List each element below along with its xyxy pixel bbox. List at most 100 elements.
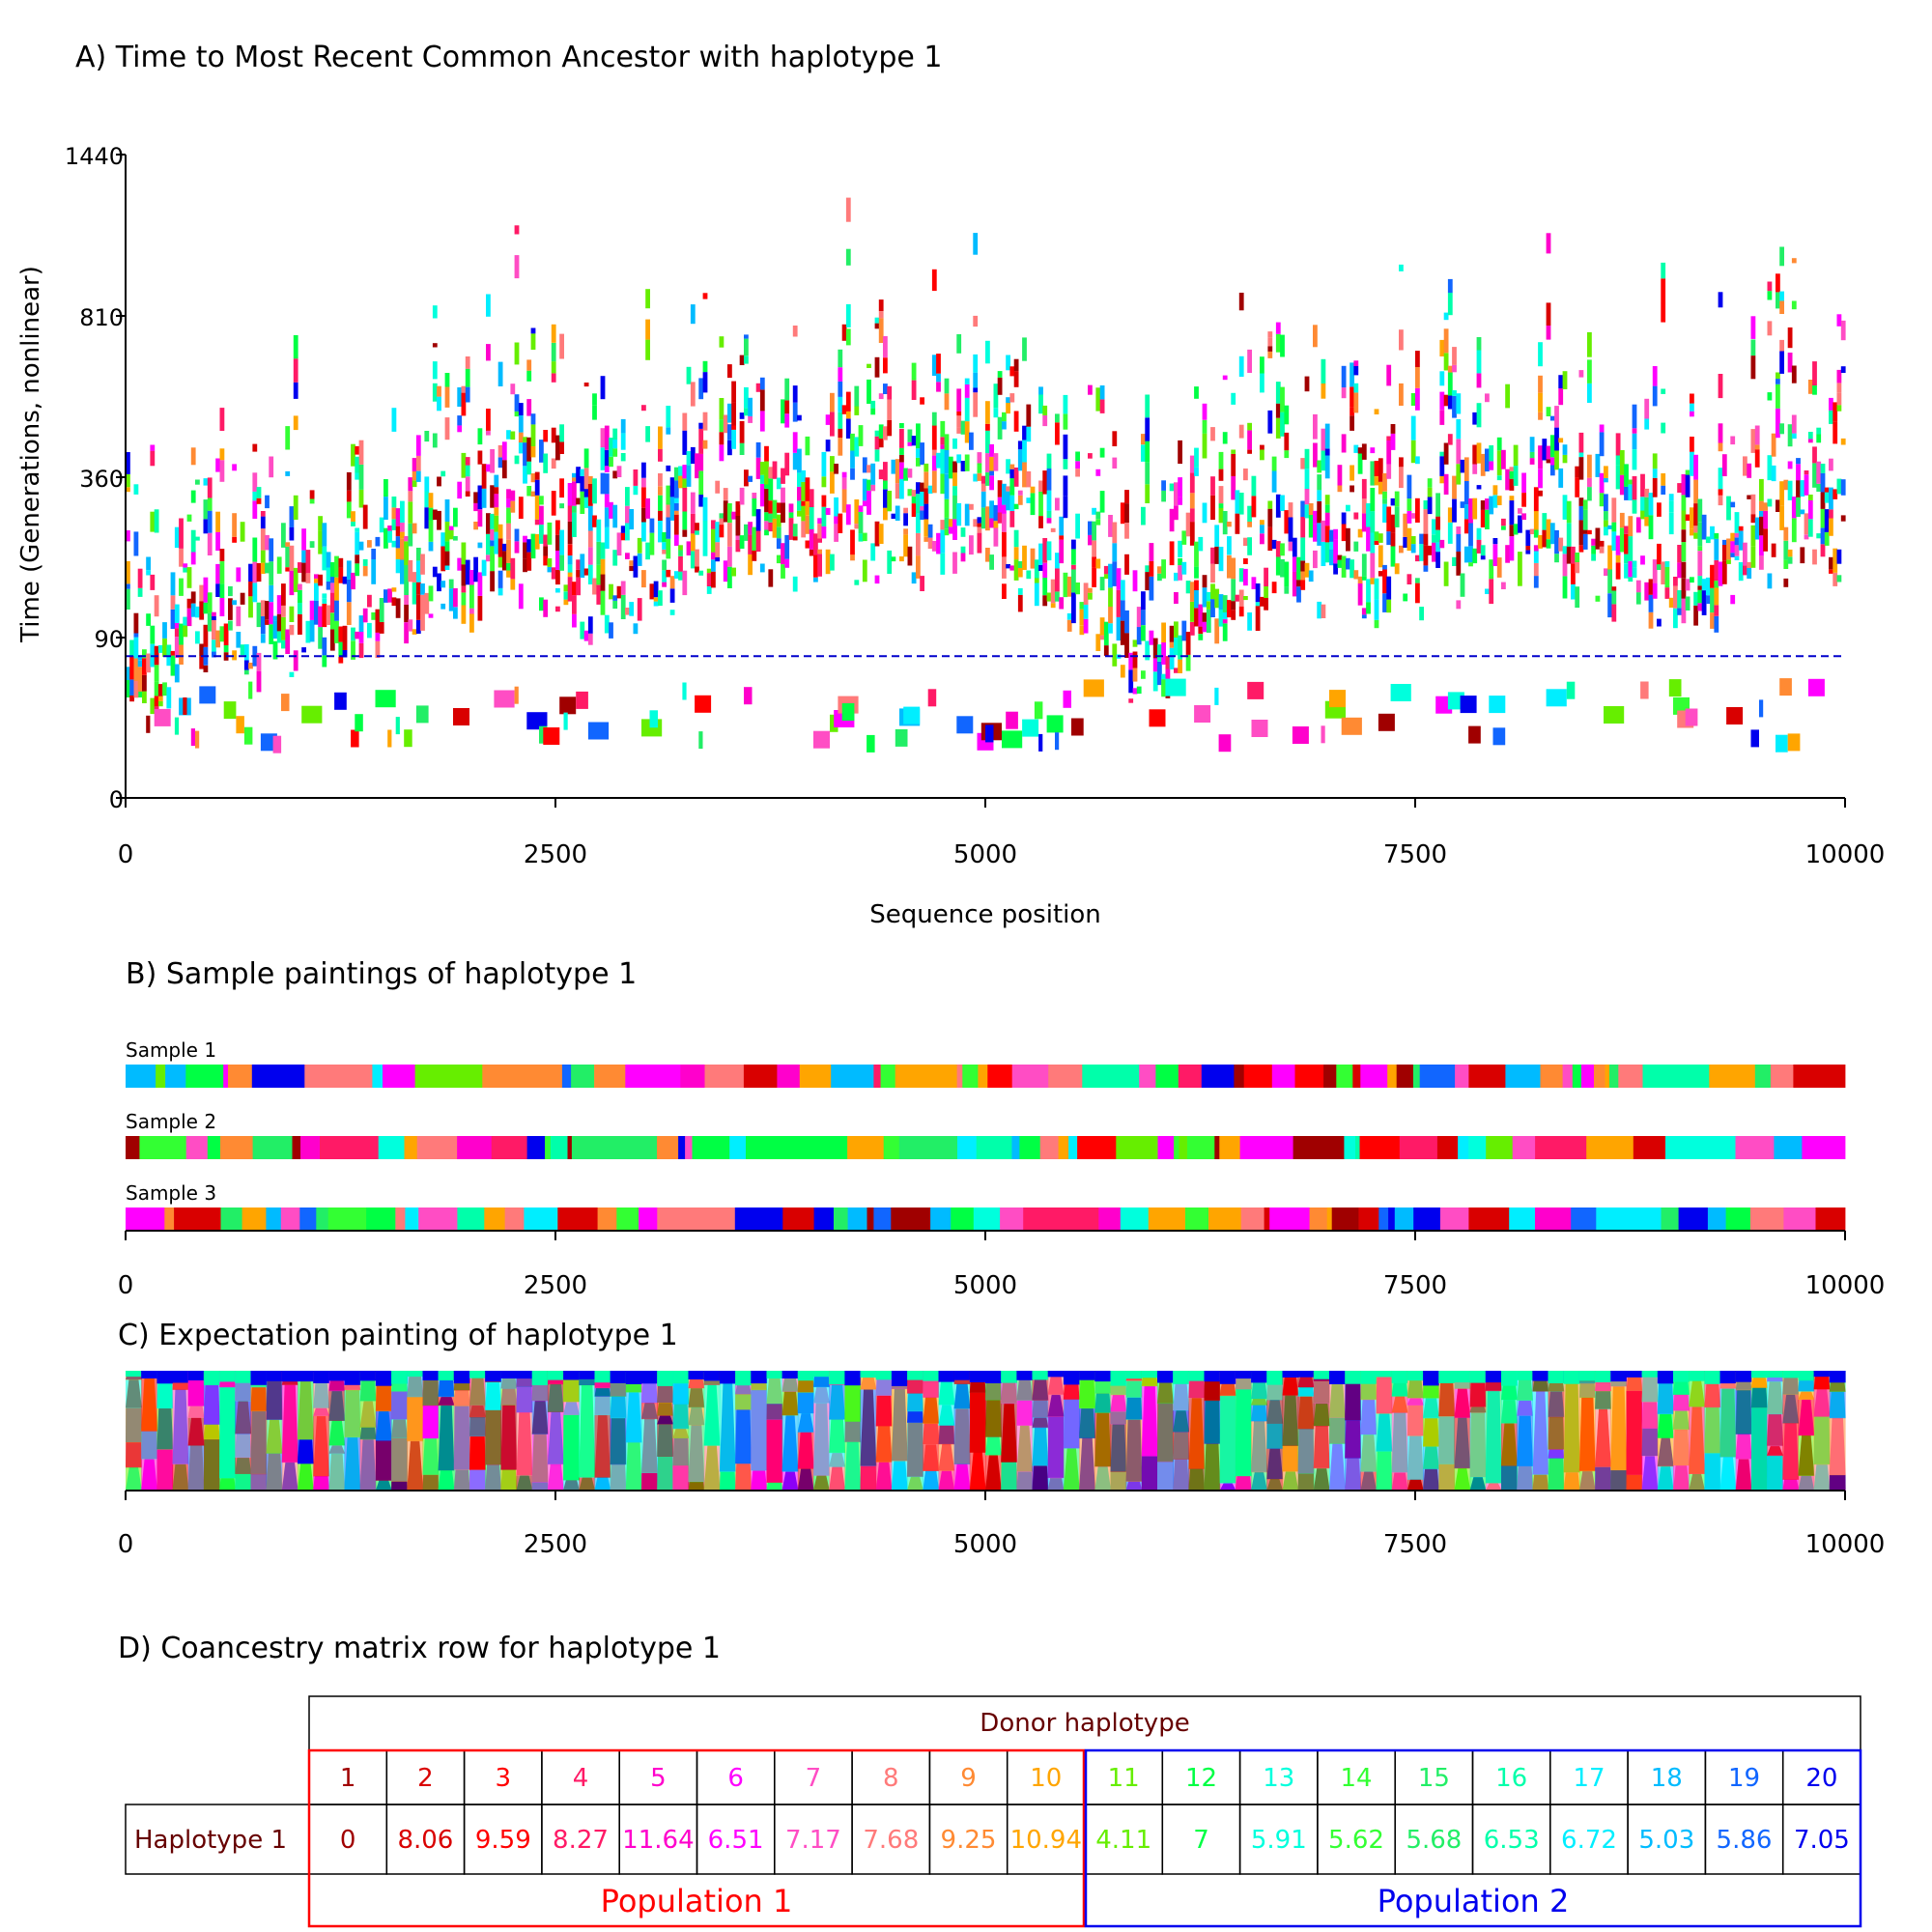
tmrca-cell <box>862 532 867 542</box>
painting-segment <box>1243 1065 1273 1088</box>
tmrca-cell <box>526 370 532 382</box>
tmrca-cell <box>1063 394 1068 414</box>
tmrca-cell <box>706 573 712 586</box>
expectation-band <box>1548 1449 1565 1459</box>
recent-cell <box>453 708 469 725</box>
tmrca-cell <box>1776 384 1780 409</box>
tmrca-cell <box>1370 488 1376 512</box>
tmrca-cell <box>248 596 253 618</box>
tmrca-cell <box>960 527 966 537</box>
expectation-band <box>281 1371 298 1382</box>
tmrca-cell <box>1238 606 1244 617</box>
recent-cell <box>1546 689 1567 707</box>
tmrca-cell <box>243 644 249 661</box>
tmrca-cell <box>174 526 180 549</box>
tmrca-cell <box>1505 384 1510 409</box>
tmrca-cell <box>1595 595 1601 602</box>
tmrca-cell <box>486 294 491 317</box>
tmrca-cell <box>1378 571 1383 577</box>
tmrca-cell <box>1238 424 1244 439</box>
tmrca-cell <box>845 418 851 439</box>
tmrca-cell <box>1661 388 1666 394</box>
tmrca-cell <box>1399 383 1404 406</box>
tmrca-cell <box>682 430 688 455</box>
tmrca-cell <box>457 387 463 407</box>
tmrca-cell <box>1403 513 1408 537</box>
tmrca-cell <box>1533 576 1539 588</box>
tmrca-cell <box>572 512 577 537</box>
painting-segment <box>1358 1208 1379 1231</box>
tmrca-cell <box>346 560 352 580</box>
tmrca-cell <box>1521 472 1526 493</box>
tmrca-cell <box>838 438 843 456</box>
tmrca-cell <box>329 629 335 651</box>
recent-cell <box>1247 681 1264 699</box>
tmrca-cell <box>1538 445 1543 469</box>
tmrca-cell <box>437 573 441 592</box>
expectation-band <box>1798 1371 1815 1381</box>
tmrca-cell <box>298 589 302 603</box>
tmrca-cell <box>1632 560 1637 568</box>
recent-cell <box>559 696 577 715</box>
tmrca-cell <box>1836 383 1842 393</box>
tmrca-cell <box>154 595 159 617</box>
tmrca-cell <box>1112 522 1118 544</box>
tmrca-cell <box>1750 494 1756 515</box>
tmrca-cell <box>899 423 904 429</box>
tmrca-cell <box>510 557 516 580</box>
tmrca-cell <box>1690 411 1694 417</box>
tmrca-cell <box>506 562 511 571</box>
painting-segment <box>1412 1065 1421 1088</box>
tmrca-cell <box>428 613 434 618</box>
expectation-band <box>1141 1371 1158 1378</box>
tmrca-cell <box>813 533 818 555</box>
expectation-band <box>1719 1388 1737 1458</box>
tmrca-cell <box>1066 576 1072 597</box>
tmrca-cell <box>1361 554 1367 577</box>
recent-cell <box>183 697 187 715</box>
recent-cell <box>1489 696 1506 714</box>
tmrca-cell <box>834 516 838 525</box>
expectation-band <box>1125 1481 1143 1492</box>
tmrca-cell <box>142 674 147 692</box>
tmrca-cell <box>1648 594 1654 612</box>
painting-segment <box>416 1136 458 1159</box>
painting-segment <box>678 1136 686 1159</box>
tmrca-cell <box>596 584 602 605</box>
tmrca-cell <box>243 669 249 675</box>
tmrca-cell <box>1435 552 1440 568</box>
expectation-band <box>1345 1458 1361 1492</box>
tmrca-cell <box>1066 612 1072 620</box>
tmrca-cell <box>993 521 999 528</box>
tmrca-cell <box>174 637 180 658</box>
tmrca-cell <box>1604 511 1608 521</box>
tmrca-cell <box>355 472 360 480</box>
tmrca-cell <box>243 660 249 670</box>
tmrca-cell <box>666 465 671 471</box>
tmrca-cell <box>1604 466 1608 478</box>
tmrca-cell <box>555 534 560 551</box>
tmrca-cell <box>916 457 921 467</box>
tmrca-cell <box>379 598 384 622</box>
tmrca-cell <box>768 467 774 479</box>
tmrca-cell <box>1505 469 1510 491</box>
tmrca-cell <box>805 540 810 549</box>
tmrca-cell <box>276 631 282 643</box>
tmrca-cell <box>862 478 867 501</box>
tmrca-cell <box>1042 595 1048 607</box>
tmrca-cell <box>551 342 556 362</box>
x-tick-label: 10000 <box>1805 1530 1886 1559</box>
tmrca-cell <box>1095 387 1101 412</box>
tmrca-cell <box>1247 349 1252 373</box>
tmrca-cell <box>874 356 880 378</box>
tmrca-cell <box>1189 455 1195 473</box>
tmrca-cell <box>1128 669 1134 694</box>
tmrca-cell <box>228 598 233 620</box>
tmrca-cell <box>215 630 220 648</box>
recent-cell <box>1006 711 1018 729</box>
tmrca-cell <box>1833 402 1838 422</box>
tmrca-cell <box>473 556 478 582</box>
expectation-band <box>485 1409 501 1465</box>
tmrca-cell <box>142 658 147 675</box>
tmrca-cell <box>583 489 589 497</box>
